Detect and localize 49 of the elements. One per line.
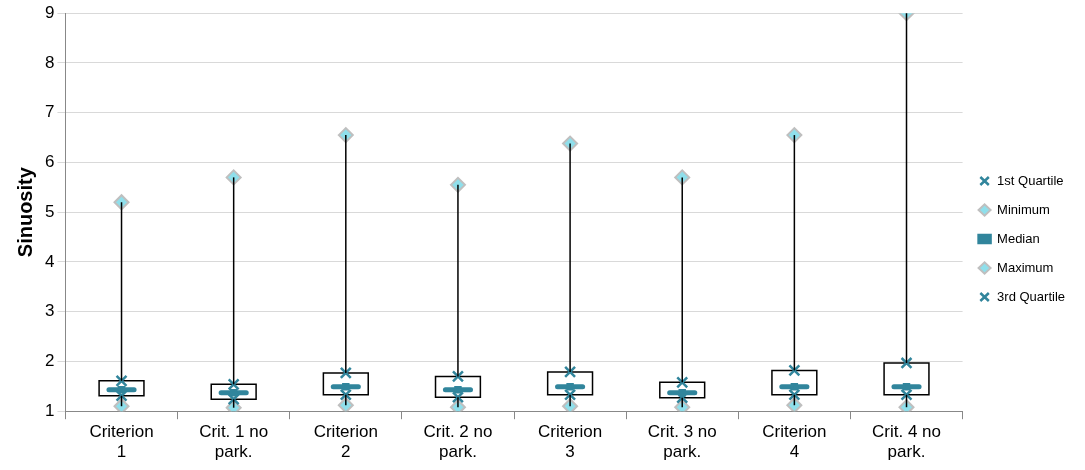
point: [786, 127, 803, 144]
x-tick-label: Criterion 1: [89, 422, 154, 462]
point: [900, 388, 913, 401]
y-tick-label: 9: [44, 2, 55, 22]
x-tick-label: Crit. 2 no park.: [423, 422, 493, 462]
y-tick-label: 8: [44, 52, 55, 72]
point: [451, 391, 465, 404]
y-tick-label: 5: [44, 201, 55, 221]
x-tick-label: Crit. 4 no park.: [872, 422, 941, 462]
y-tick-label: 6: [44, 152, 55, 172]
x-tick-label: Crit. 1 no park.: [199, 422, 269, 462]
y-tick-label: 1: [44, 400, 55, 420]
point: [451, 370, 465, 383]
point: [786, 397, 803, 412]
point: [342, 383, 350, 391]
point: [225, 399, 242, 412]
legend-label: 3rd Quartile: [997, 288, 1065, 304]
y-axis-title: Sinuosity: [13, 166, 36, 258]
y-tick-label: 3: [44, 301, 55, 321]
x-tick-label: Criterion 4: [762, 422, 827, 462]
point: [566, 383, 574, 391]
point: [454, 386, 462, 394]
x-tick-label: Criterion 3: [537, 422, 603, 462]
point: [117, 386, 126, 394]
point: [676, 376, 689, 389]
legend-label: Minimum: [997, 201, 1050, 217]
legend-label: Median: [997, 230, 1040, 246]
point: [113, 398, 130, 412]
point: [225, 169, 242, 186]
point: [902, 383, 911, 391]
point: [563, 365, 577, 379]
point: [790, 383, 799, 391]
point: [115, 374, 128, 388]
x-tick-label: Crit. 3 no park.: [647, 422, 717, 462]
point: [229, 389, 238, 397]
point: [788, 388, 801, 401]
x-tick-label: Criterion 2: [313, 422, 378, 462]
point: [563, 388, 577, 401]
point: [900, 356, 913, 370]
y-tick-label: 2: [44, 351, 55, 371]
point: [788, 364, 801, 377]
point: [339, 388, 353, 401]
point: [113, 194, 130, 211]
y-tick-label: 4: [44, 251, 55, 271]
legend-label: 1st Quartile: [997, 172, 1064, 188]
legend-label: Maximum: [997, 259, 1054, 275]
point: [227, 378, 240, 391]
y-tick-label: 7: [44, 102, 55, 122]
point: [898, 399, 915, 412]
